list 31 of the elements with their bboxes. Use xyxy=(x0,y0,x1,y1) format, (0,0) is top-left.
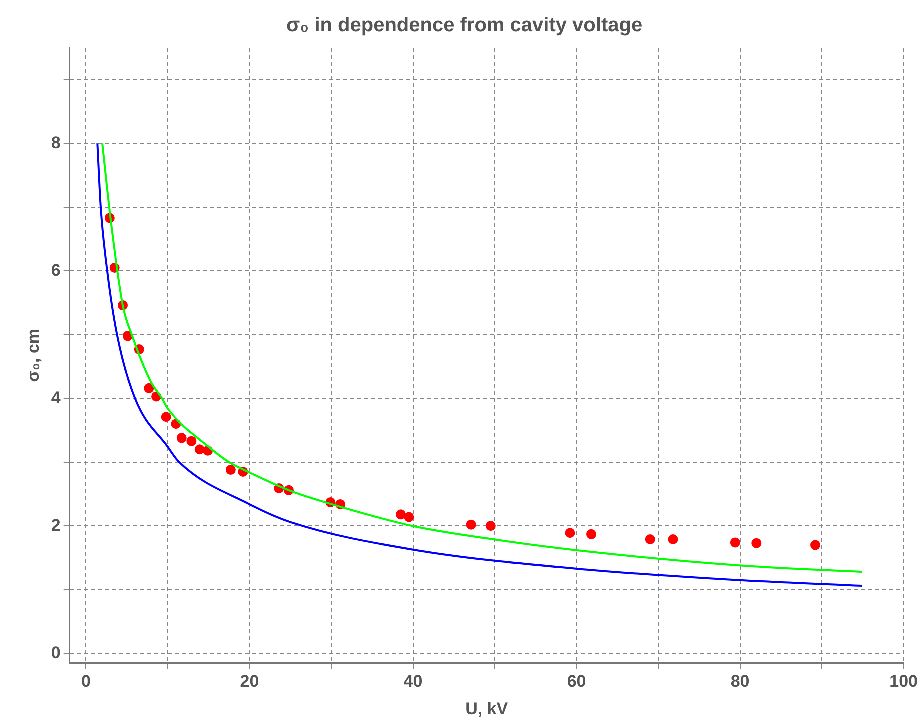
point xyxy=(194,444,205,455)
point xyxy=(730,538,740,548)
point xyxy=(645,534,656,545)
x-tick-label: 100 xyxy=(890,672,918,692)
point xyxy=(161,412,172,422)
x-tick-label: 20 xyxy=(240,672,260,692)
point xyxy=(486,521,496,532)
point xyxy=(404,512,414,522)
y-axis-title: σ₀, cm xyxy=(24,328,43,382)
point xyxy=(186,436,197,446)
point xyxy=(565,528,576,538)
chart-title: σ₀ in dependence from cavity voltage xyxy=(286,14,643,37)
y-tick-label: 8 xyxy=(51,133,61,152)
point xyxy=(668,534,678,545)
y-tick-label: 0 xyxy=(51,643,61,662)
point xyxy=(144,383,154,394)
point xyxy=(226,465,236,476)
y-tick-label: 2 xyxy=(51,516,61,535)
x-tick-label: 40 xyxy=(404,672,423,692)
y-tick-label: 4 xyxy=(51,388,62,408)
point xyxy=(752,538,762,548)
point xyxy=(810,540,821,550)
point xyxy=(176,433,187,444)
y-tick-label: 6 xyxy=(51,260,61,280)
point xyxy=(586,529,596,540)
point xyxy=(396,510,406,520)
x-tick-label: 80 xyxy=(730,672,750,692)
point xyxy=(466,520,476,530)
x-axis-title: U, kV xyxy=(466,699,509,718)
x-tick-label: 60 xyxy=(567,672,586,692)
x-tick-label: 0 xyxy=(81,672,91,692)
